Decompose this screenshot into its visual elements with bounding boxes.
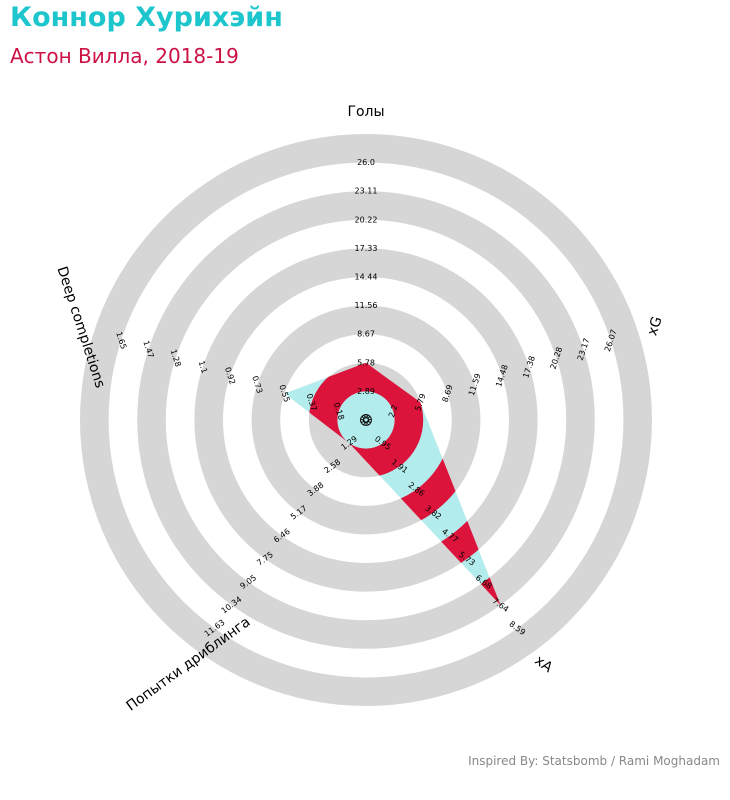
radar-axis-label: xA xyxy=(532,653,556,677)
radar-tick-label: 20.22 xyxy=(355,215,378,224)
radar-tick-label: 0.0 xyxy=(360,413,372,428)
credit-text: Inspired By: Statsbomb / Rami Moghadam xyxy=(468,754,720,768)
radar-tick-label: 8.67 xyxy=(357,330,375,339)
chart-subtitle: Астон Вилла, 2018-19 xyxy=(10,44,239,68)
radar-tick-label: 2.89 xyxy=(357,387,375,396)
radar-tick-label: 17.33 xyxy=(355,244,378,253)
radar-tick-label: 5.78 xyxy=(357,358,375,367)
radar-axis-label: Голы xyxy=(347,104,384,120)
radar-tick-label: 0.0 xyxy=(360,416,373,425)
radar-tick-label: 14.44 xyxy=(355,273,378,282)
radar-tick-label: 11.56 xyxy=(355,301,378,310)
radar-tick-label: 1.1 xyxy=(197,360,209,375)
radar-axis-label: xG xyxy=(645,315,666,338)
radar-tick-label: 0.0 xyxy=(360,413,372,428)
chart-title: Коннор Хурихэйн xyxy=(10,2,283,33)
radar-tick-label: 2.2 xyxy=(387,404,399,419)
radar-tick-label: 23.11 xyxy=(355,187,378,196)
radar-tick-label: 26.0 xyxy=(357,158,375,167)
